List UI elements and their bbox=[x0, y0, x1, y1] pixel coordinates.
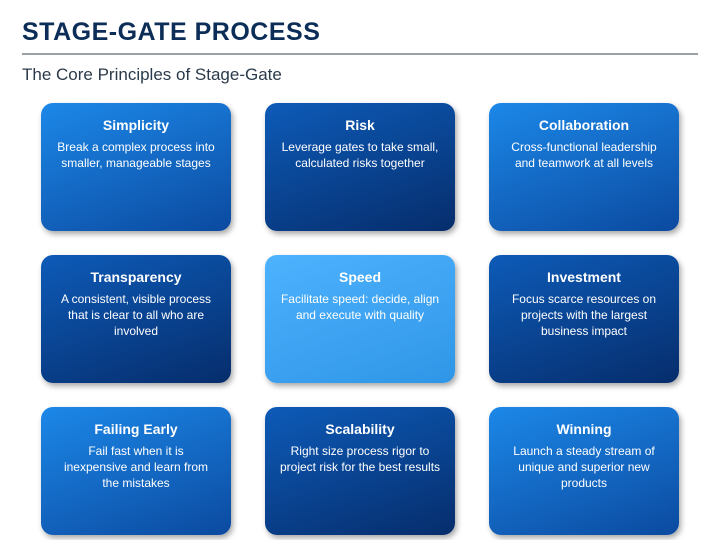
page-title: Stage-Gate Process bbox=[22, 18, 698, 47]
card-desc: Fail fast when it is inexpensive and lea… bbox=[55, 443, 217, 492]
page-subtitle: The Core Principles of Stage-Gate bbox=[22, 65, 698, 85]
card-winning: Winning Launch a steady stream of unique… bbox=[489, 407, 679, 535]
card-title: Simplicity bbox=[103, 117, 169, 133]
slide: Stage-Gate Process The Core Principles o… bbox=[0, 0, 720, 540]
card-risk: Risk Leverage gates to take small, calcu… bbox=[265, 103, 455, 231]
card-title: Investment bbox=[547, 269, 621, 285]
card-desc: A consistent, visible process that is cl… bbox=[55, 291, 217, 340]
card-grid: Simplicity Break a complex process into … bbox=[22, 103, 698, 535]
card-title: Failing Early bbox=[94, 421, 177, 437]
card-desc: Cross-functional leadership and teamwork… bbox=[503, 139, 665, 171]
card-desc: Leverage gates to take small, calculated… bbox=[279, 139, 441, 171]
card-title: Collaboration bbox=[539, 117, 629, 133]
card-desc: Right size process rigor to project risk… bbox=[279, 443, 441, 475]
card-title: Speed bbox=[339, 269, 381, 285]
title-divider bbox=[22, 53, 698, 55]
card-desc: Facilitate speed: decide, align and exec… bbox=[279, 291, 441, 323]
card-investment: Investment Focus scarce resources on pro… bbox=[489, 255, 679, 383]
card-desc: Break a complex process into smaller, ma… bbox=[55, 139, 217, 171]
card-transparency: Transparency A consistent, visible proce… bbox=[41, 255, 231, 383]
card-desc: Focus scarce resources on projects with … bbox=[503, 291, 665, 340]
card-simplicity: Simplicity Break a complex process into … bbox=[41, 103, 231, 231]
card-title: Risk bbox=[345, 117, 375, 133]
card-speed: Speed Facilitate speed: decide, align an… bbox=[265, 255, 455, 383]
card-title: Winning bbox=[556, 421, 611, 437]
card-scalability: Scalability Right size process rigor to … bbox=[265, 407, 455, 535]
card-failing-early: Failing Early Fail fast when it is inexp… bbox=[41, 407, 231, 535]
card-desc: Launch a steady stream of unique and sup… bbox=[503, 443, 665, 492]
card-title: Scalability bbox=[325, 421, 394, 437]
card-collaboration: Collaboration Cross-functional leadershi… bbox=[489, 103, 679, 231]
card-title: Transparency bbox=[90, 269, 181, 285]
